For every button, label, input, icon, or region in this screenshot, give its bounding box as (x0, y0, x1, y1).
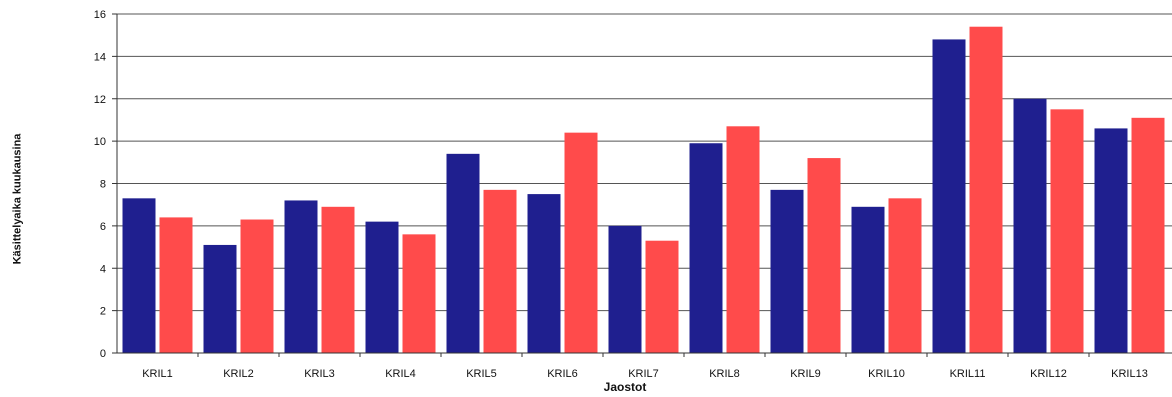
y-tick-label-4: 4 (100, 263, 106, 275)
x-tick-label-KRIL1: KRIL1 (142, 368, 173, 380)
bar-KRIL4-series-2 (402, 234, 436, 353)
bar-KRIL3-series-1 (284, 200, 318, 353)
x-tick-label-KRIL11: KRIL11 (950, 368, 986, 380)
bar-KRIL11-series-2 (969, 26, 1003, 354)
x-tick-label-KRIL5: KRIL5 (466, 368, 497, 380)
bar-KRIL6-series-2 (564, 132, 598, 353)
bar-KRIL2-series-2 (240, 219, 274, 353)
x-tick-label-KRIL6: KRIL6 (547, 368, 578, 380)
bars (122, 26, 1165, 354)
bar-KRIL5-series-1 (446, 153, 480, 353)
y-tick-label-16: 16 (94, 9, 106, 21)
x-tick-label-KRIL9: KRIL9 (790, 368, 821, 380)
x-tick-label-KRIL13: KRIL13 (1111, 368, 1148, 380)
bar-KRIL1-series-2 (159, 217, 193, 353)
bar-KRIL8-series-2 (726, 126, 760, 353)
x-tick-label-KRIL8: KRIL8 (709, 368, 740, 380)
y-tick-label-14: 14 (94, 51, 106, 63)
bar-KRIL8-series-1 (689, 143, 723, 353)
bar-KRIL13-series-2 (1131, 117, 1165, 353)
bar-KRIL5-series-2 (483, 189, 517, 353)
x-tick-label-KRIL4: KRIL4 (385, 368, 416, 380)
bar-KRIL12-series-1 (1013, 98, 1047, 353)
y-tick-label-2: 2 (100, 306, 106, 318)
x-tick-label-KRIL3: KRIL3 (304, 368, 335, 380)
x-tick-label-KRIL10: KRIL10 (868, 368, 905, 380)
bar-KRIL3-series-2 (321, 206, 355, 353)
bar-KRIL10-series-2 (888, 198, 922, 353)
x-tick-label-KRIL7: KRIL7 (628, 368, 659, 380)
bar-KRIL6-series-1 (527, 194, 561, 353)
x-tick-label-KRIL2: KRIL2 (223, 368, 254, 380)
bar-KRIL4-series-1 (365, 221, 399, 353)
bar-KRIL9-series-2 (807, 158, 841, 353)
y-tick-label-12: 12 (94, 94, 106, 106)
x-axis-title: Jaostot (603, 380, 647, 394)
y-tick-label-0: 0 (100, 348, 106, 360)
bar-KRIL10-series-1 (851, 206, 885, 353)
y-axis-title: Käsittelyaika kuukausina (11, 133, 23, 264)
y-tick-label-10: 10 (94, 136, 106, 148)
bar-KRIL13-series-1 (1094, 128, 1128, 353)
x-tick-label-KRIL12: KRIL12 (1030, 368, 1067, 380)
bar-KRIL11-series-1 (932, 39, 966, 354)
bar-KRIL9-series-1 (770, 189, 804, 353)
x-axis-ticks: KRIL1 KRIL2 KRIL3 KRIL4 KRIL5 KRIL6 KRIL7 KRIL8… (142, 353, 1148, 380)
bar-KRIL2-series-1 (203, 244, 237, 353)
bar-KRIL7-series-1 (608, 225, 642, 353)
bar-KRIL12-series-2 (1050, 109, 1084, 353)
y-tick-label-6: 6 (100, 221, 106, 233)
bar-KRIL7-series-2 (645, 240, 679, 353)
y-tick-label-8: 8 (100, 179, 106, 191)
bar-KRIL1-series-1 (122, 198, 156, 353)
y-axis-ticks: 0 2 4 6 8 10 12 14 16 (94, 9, 117, 360)
